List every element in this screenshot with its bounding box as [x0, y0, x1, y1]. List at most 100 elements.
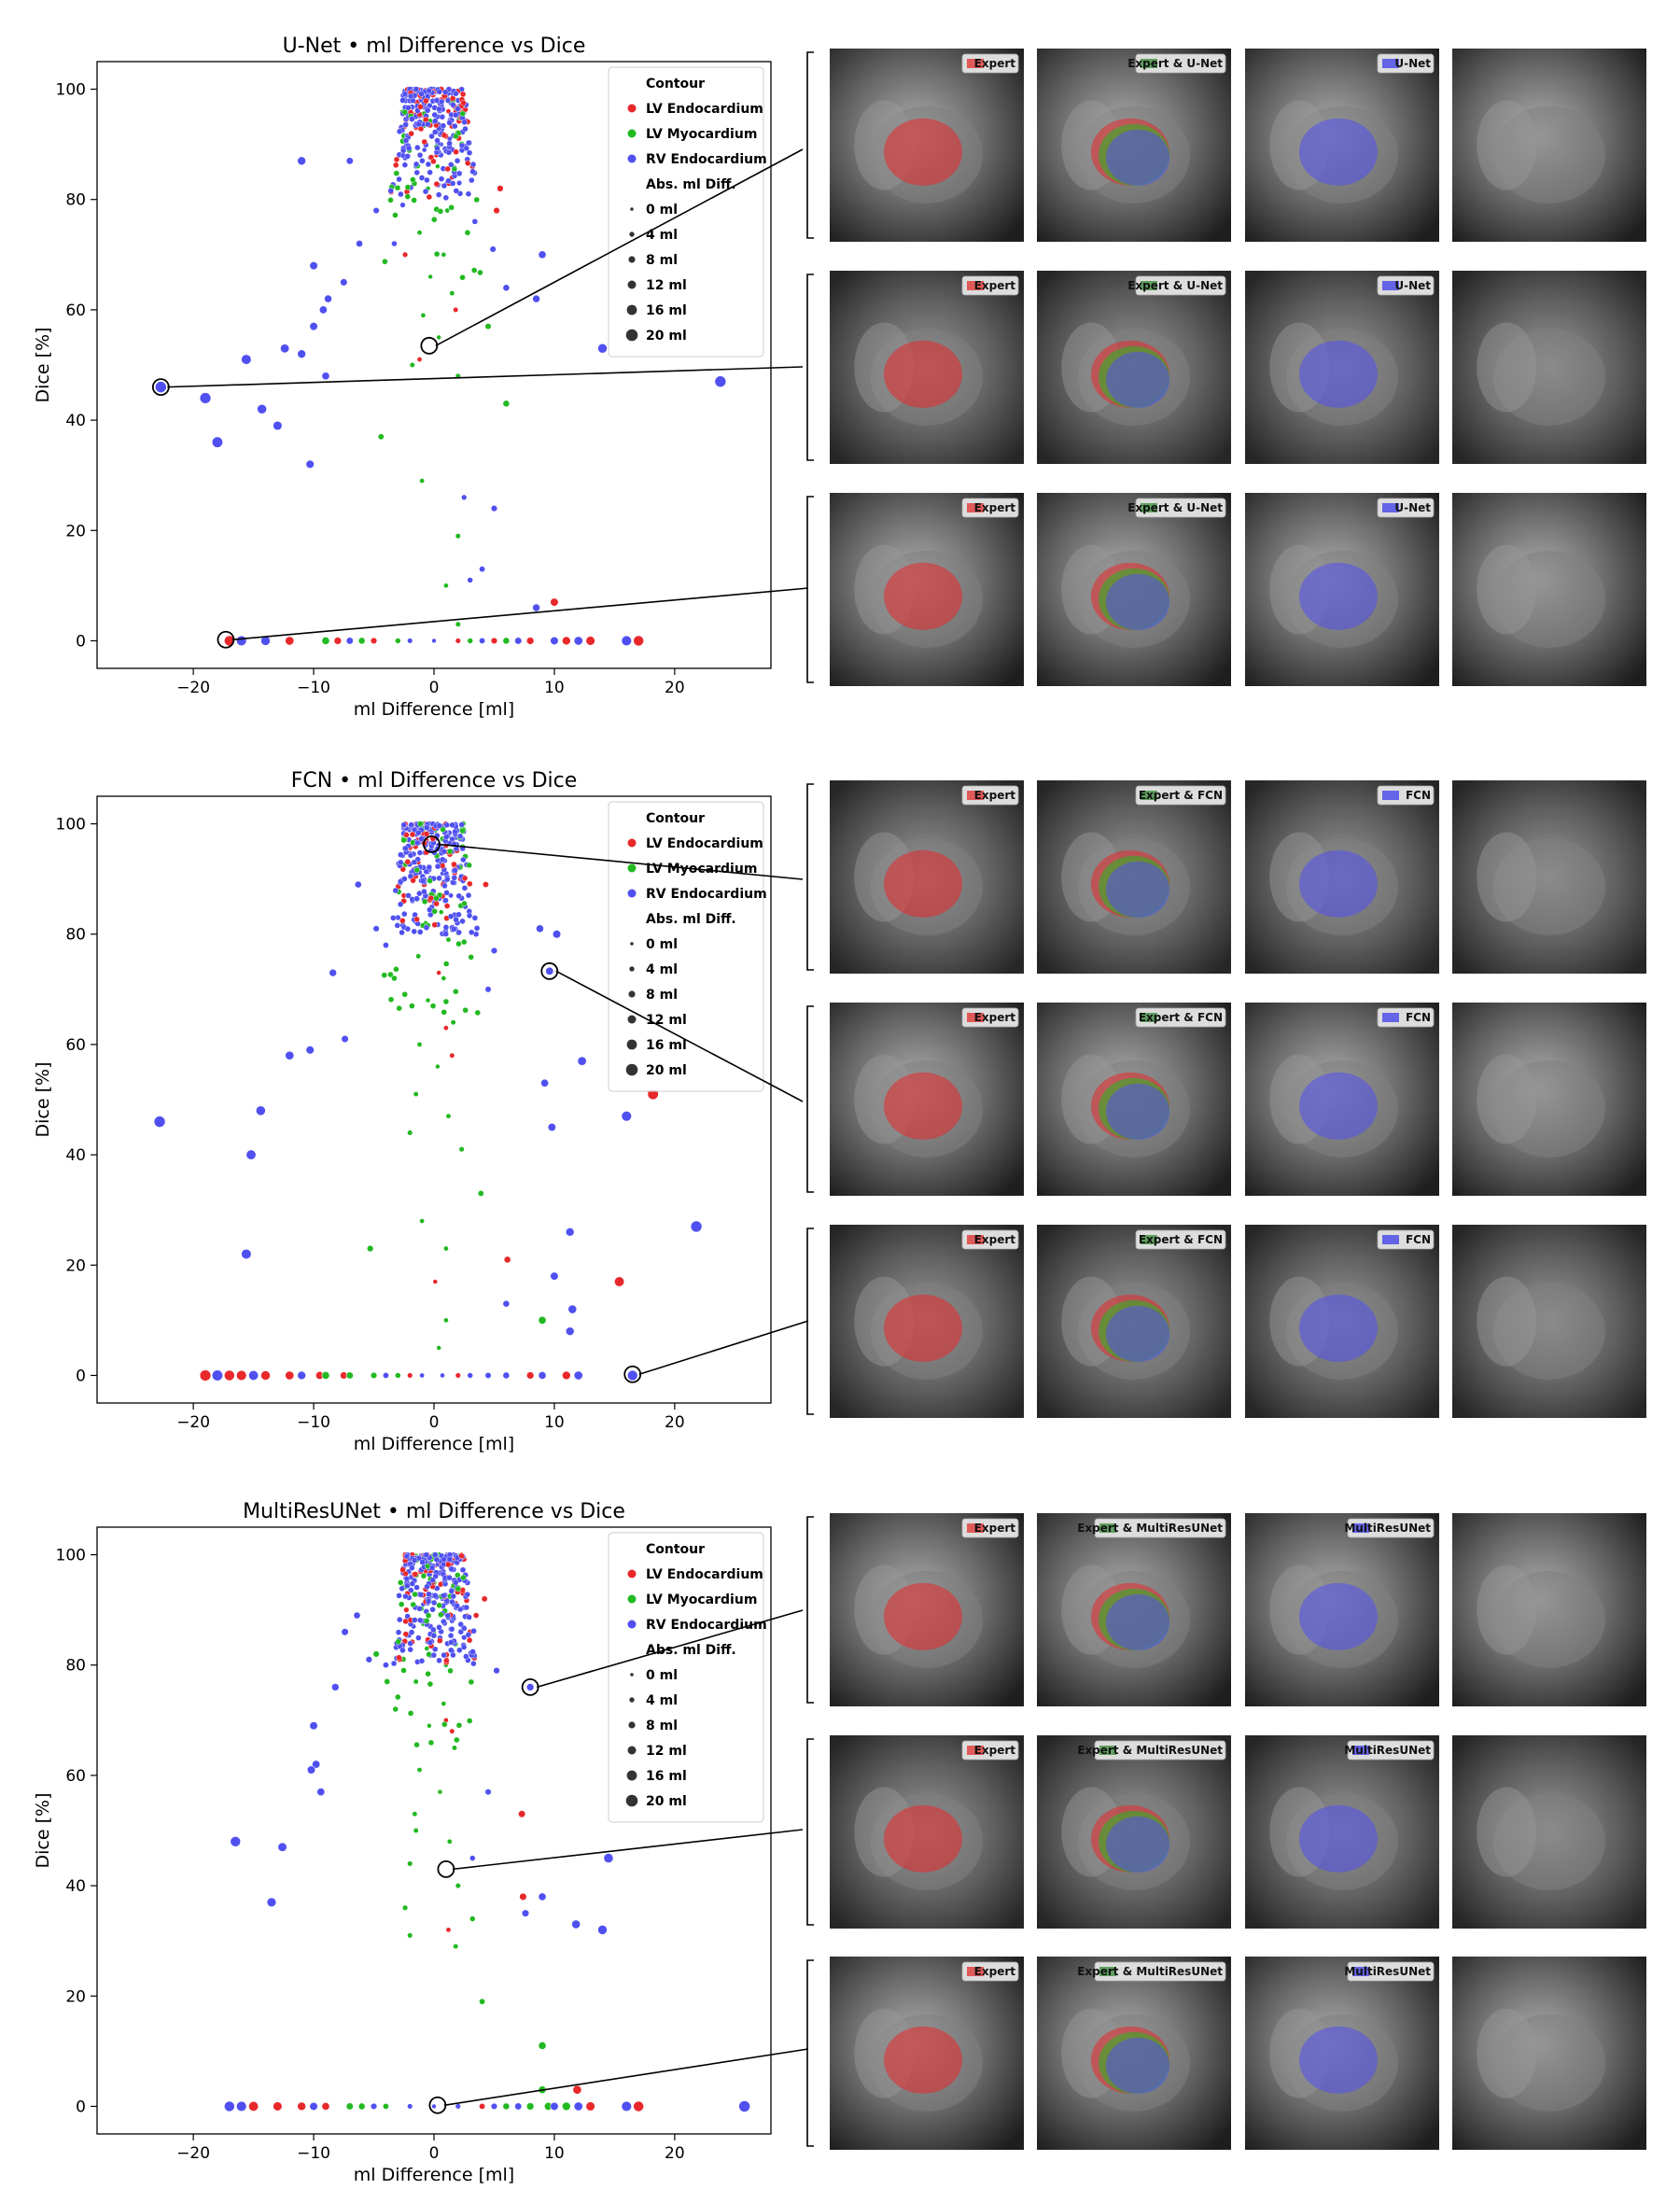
cluster-point: [446, 140, 453, 147]
y-tick-label: 40: [65, 1877, 86, 1896]
tag-swatch: [967, 1235, 984, 1244]
cluster-point: [473, 925, 481, 932]
y-tick-label: 0: [76, 1367, 86, 1385]
data-point-rv_endo: [354, 880, 362, 889]
legend-size-marker: [626, 1039, 637, 1050]
heart-shape: [1477, 2008, 1537, 2098]
data-point-lv_myo: [445, 936, 452, 943]
cluster-point: [401, 109, 408, 116]
data-point-rv_endo: [460, 1634, 468, 1641]
data-point-lv_endo: [285, 1370, 295, 1381]
cluster-point: [466, 149, 473, 156]
y-tick-label: 60: [65, 1767, 86, 1786]
segmentation-overlay: [1106, 1083, 1169, 1140]
data-point-rv_endo: [297, 1370, 306, 1381]
mri-tile: MultiResUNet: [1245, 1957, 1439, 2150]
data-point-lv_myo: [409, 361, 415, 369]
overlay-tag: Expert: [961, 498, 1019, 518]
legend-size-marker: [627, 1015, 637, 1024]
cluster-point: [458, 821, 465, 828]
cluster-point: [461, 119, 468, 126]
callout-line: [555, 970, 804, 1102]
overlay-tag: Expert: [961, 1518, 1019, 1538]
overlay-tag: Expert & FCN: [1135, 1229, 1226, 1250]
cluster-point: [454, 1736, 460, 1744]
mri-tile: FCN: [1245, 1003, 1439, 1196]
data-point-lv_myo: [370, 1371, 378, 1380]
cluster-point: [397, 1616, 403, 1623]
cluster-point: [414, 839, 421, 847]
points-layer: [223, 1551, 750, 2112]
data-point-rv_endo: [305, 459, 315, 470]
cluster-point: [395, 1693, 401, 1701]
data-point-rv_endo: [431, 2103, 437, 2110]
cluster-point: [398, 1601, 405, 1607]
cluster-point: [404, 1582, 411, 1589]
data-point-lv_myo: [442, 1245, 449, 1252]
cluster-point: [477, 269, 483, 276]
cluster-point: [433, 900, 440, 907]
tag-label: Expert: [974, 1233, 1016, 1246]
cluster-point: [466, 1636, 473, 1644]
cluster-point: [432, 1593, 439, 1599]
heart-shape: [1493, 1282, 1605, 1380]
mri-tile: [1452, 1225, 1646, 1418]
legend-size-marker: [630, 1673, 634, 1677]
data-point-lv_myo: [449, 290, 455, 297]
tag-label: Expert & FCN: [1139, 1011, 1223, 1024]
callout-line: [638, 1320, 809, 1376]
overlay-tag: Expert & FCN: [1135, 785, 1226, 806]
tag-label: Expert: [974, 789, 1016, 802]
data-point-lv_myo: [424, 1646, 430, 1651]
cluster-point: [382, 259, 388, 265]
cluster-point: [456, 1647, 463, 1653]
y-tick-label: 100: [56, 816, 86, 835]
data-point-rv_endo: [621, 2100, 632, 2112]
cluster-point: [402, 137, 410, 144]
cluster-point: [452, 867, 458, 874]
data-point-rv_endo: [382, 1662, 389, 1669]
segmentation-overlay: [884, 1072, 962, 1140]
data-point-rv_endo: [321, 372, 330, 381]
tag-swatch: [1141, 1235, 1157, 1244]
tag-swatch: [1352, 1746, 1369, 1755]
data-point-rv_endo: [305, 1045, 315, 1055]
mri-tile: [1452, 1513, 1646, 1706]
cluster-point: [431, 908, 438, 915]
mri-tile: Expert & FCN: [1037, 1003, 1231, 1196]
overlay-tag: Expert: [961, 1740, 1019, 1761]
cluster-point: [451, 926, 457, 933]
data-point-rv_endo: [738, 2100, 750, 2112]
row-bracket: [806, 51, 814, 239]
cluster-point: [429, 1577, 436, 1583]
data-point-rv_endo: [538, 250, 547, 260]
mri-tile: Expert: [830, 1513, 1024, 1706]
overlay-tag: Expert: [961, 1229, 1019, 1250]
cluster-point: [453, 91, 459, 97]
cluster-point: [441, 1651, 447, 1659]
cluster-point: [411, 197, 417, 203]
image-row-0: Expert Expert & U-Net U-Net: [806, 49, 1646, 242]
data-point-rv_endo: [514, 637, 523, 645]
cluster-point: [424, 176, 430, 184]
cluster-point: [461, 1625, 468, 1632]
cluster-point: [446, 119, 453, 126]
cluster-point: [430, 1632, 438, 1639]
cluster-point: [431, 217, 438, 223]
cluster-point: [416, 1617, 424, 1623]
data-point-rv_endo: [479, 637, 486, 644]
data-point-lv_myo: [525, 2102, 535, 2111]
data-point-rv_endo: [550, 2101, 559, 2112]
tag-box: [1135, 785, 1226, 806]
data-point-rv_endo: [211, 436, 223, 448]
data-point-rv_endo: [345, 637, 354, 645]
heart-shape: [1493, 837, 1605, 935]
cluster-point: [446, 1556, 454, 1563]
data-point-rv_endo: [490, 504, 498, 512]
cluster-point: [455, 892, 462, 900]
legend-marker: [627, 1569, 637, 1579]
tag-swatch: [967, 1013, 984, 1022]
row-bracket: [806, 1005, 814, 1193]
data-point-rv_endo: [460, 494, 468, 501]
data-point-rv_endo: [248, 1369, 259, 1381]
